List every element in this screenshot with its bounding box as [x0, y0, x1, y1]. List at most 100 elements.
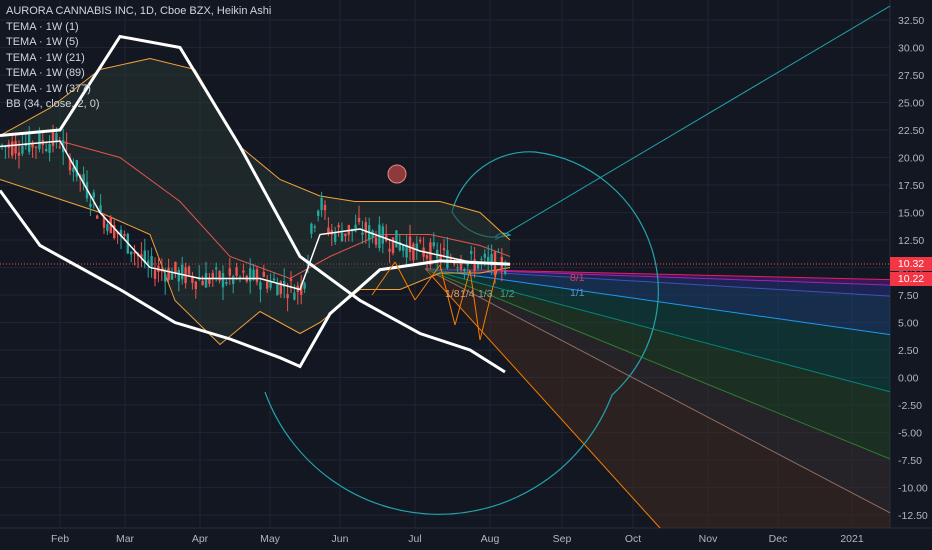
candle-body: [34, 146, 38, 148]
candle-body: [483, 253, 486, 258]
candle-body: [194, 281, 197, 290]
candle-body: [497, 251, 500, 253]
candle-body: [354, 224, 357, 232]
fan-ray: [424, 268, 891, 514]
candle-body: [92, 192, 95, 198]
candle-body: [300, 283, 303, 295]
fan-label: 1/8: [445, 288, 460, 300]
candle-body: [272, 278, 276, 281]
candle-body: [68, 157, 72, 171]
fan-label: 8/1: [570, 272, 585, 284]
candle-body: [480, 258, 483, 260]
fan-zone: [425, 268, 890, 528]
price-tick-label: -5.00: [898, 428, 922, 440]
candle-body: [75, 159, 78, 177]
time-tick-label: Jul: [408, 533, 421, 545]
candle-body: [402, 245, 405, 251]
time-tick-label: Oct: [625, 533, 641, 545]
candle-body: [51, 130, 55, 146]
price-tick-label: 17.50: [898, 180, 924, 192]
candle-body: [89, 203, 92, 207]
candle-body: [235, 267, 238, 276]
candle-body: [150, 255, 153, 267]
fan-label: 1/3: [478, 288, 493, 300]
candle-body: [323, 204, 327, 211]
candle-body: [340, 232, 344, 242]
price-tick-label: 25.00: [898, 98, 924, 110]
bollinger-bands: [0, 57, 511, 346]
candle-body: [211, 272, 214, 279]
candle-body: [408, 236, 412, 253]
symbol-title[interactable]: AURORA CANNABIS INC, 1D, Cboe BZX, Heiki…: [6, 5, 272, 17]
zigzag-segment: [414, 264, 441, 301]
zigzag-segment: [394, 261, 416, 301]
candle-body: [449, 258, 452, 260]
candle-body: [266, 281, 269, 289]
fan-ray: [424, 268, 891, 297]
candle-body: [58, 146, 61, 148]
indicator-tema-5[interactable]: TEMA · 1W (5): [6, 36, 79, 48]
candle-body: [167, 267, 170, 280]
candle-body: [102, 217, 106, 228]
candle-body: [21, 145, 24, 154]
candle-body: [147, 260, 150, 266]
time-tick-label: Mar: [116, 533, 135, 545]
candle-body: [201, 280, 204, 286]
candle-body: [164, 274, 167, 282]
candle-body: [218, 271, 221, 281]
fan-label: 1/4: [460, 288, 475, 300]
candle-body: [17, 152, 21, 156]
price-tick-label: 7.50: [898, 290, 919, 302]
price-tick-label: 15.00: [898, 208, 924, 220]
indicator-bb[interactable]: BB (34, close, 2, 0): [6, 98, 100, 110]
candle-body: [313, 226, 316, 228]
candle-body: [344, 233, 347, 237]
fan-labels: 8/1 1/1 1/8 1/4 1/3 1/2: [371, 261, 585, 341]
candle-body: [487, 256, 490, 262]
candle-body: [225, 282, 228, 284]
candle-body: [504, 270, 507, 274]
fan-ray: [424, 268, 661, 529]
candle-body: [48, 144, 51, 153]
candle-body: [249, 268, 252, 282]
candle-body: [238, 276, 242, 278]
time-tick-label: May: [260, 533, 281, 545]
candle-body: [65, 142, 68, 145]
spiral-ray: [494, 5, 891, 241]
candle-body: [320, 197, 323, 211]
candle-body: [456, 267, 459, 269]
candle-body: [425, 255, 429, 259]
price-axis[interactable]: 32.50 30.00 27.50 25.00 22.50 20.00 17.50 15.00…: [898, 15, 928, 522]
candle-body: [361, 232, 364, 235]
time-tick-label: Jun: [332, 533, 349, 545]
time-tick-label: Apr: [192, 533, 209, 545]
candle-body: [232, 276, 235, 284]
time-axis[interactable]: Feb Mar Apr May Jun Jul Aug Sep Oct Nov Dec 2021: [51, 533, 864, 545]
candle-body: [293, 292, 296, 300]
candle-body: [357, 217, 361, 222]
candle-body: [181, 264, 184, 280]
zigzag-segment: [439, 264, 456, 326]
bb-lower: [0, 179, 511, 346]
indicator-tema-21[interactable]: TEMA · 1W (21): [6, 51, 85, 64]
indicator-tema-1[interactable]: TEMA · 1W (1): [6, 20, 79, 33]
indicator-tema-377[interactable]: TEMA · 1W (377): [6, 82, 91, 95]
price-tick-label: -10.00: [898, 483, 928, 495]
candle-body: [327, 227, 330, 233]
time-tick-label: Aug: [481, 533, 500, 545]
candle-body: [191, 277, 194, 283]
candle-body: [317, 210, 320, 216]
fan-ray: [424, 268, 891, 460]
price-tick-label: -2.50: [898, 400, 922, 412]
price-tick-label: 2.50: [898, 345, 919, 357]
indicator-tema-89[interactable]: TEMA · 1W (89): [6, 67, 85, 79]
price-tick-label: 5.00: [898, 318, 919, 330]
marker-circle: [387, 164, 407, 184]
candle-body: [279, 281, 282, 294]
candle-body: [215, 267, 218, 270]
candle-body: [133, 252, 136, 254]
candle-body: [419, 239, 422, 242]
zigzag-segment: [479, 269, 498, 341]
candle-body: [82, 174, 85, 185]
